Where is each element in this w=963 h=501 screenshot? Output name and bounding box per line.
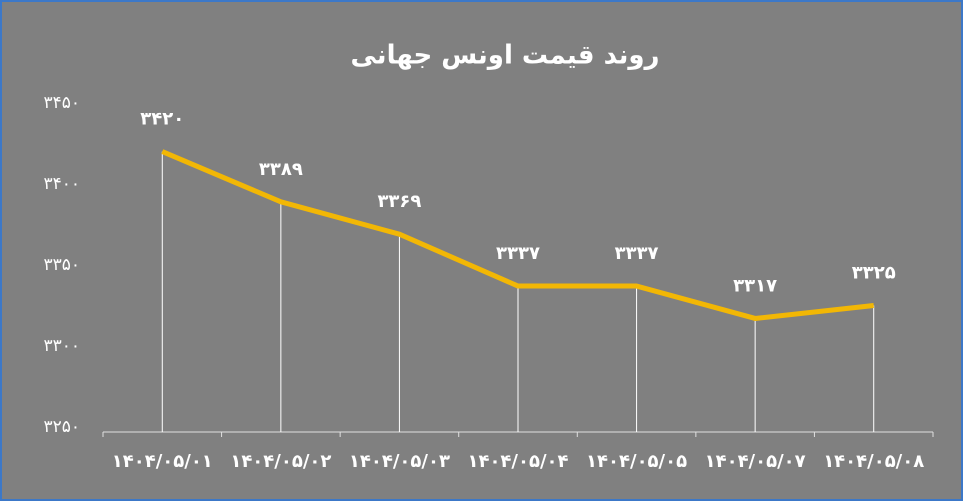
data-label: ۳۳۲۵ [852,263,896,284]
chart-title: روند قیمت اونس جهانی [351,41,660,71]
data-label: ۳۳۱۷ [733,275,777,296]
x-tick-label: ۱۴۰۴/۰۵/۰۷ [705,451,806,472]
data-label: ۳۳۸۹ [259,159,303,180]
y-tick-label: ۳۲۵۰ [43,417,80,437]
line [161,149,874,321]
y-tick-label: ۳۳۵۰ [43,255,80,275]
data-label: ۳۳۳۷ [615,243,659,264]
x-tick-label: ۱۴۰۴/۰۵/۰۲ [230,451,331,472]
x-tick-label: ۱۴۰۴/۰۵/۰۴ [467,451,568,472]
x-tick-label: ۱۴۰۴/۰۵/۰۱ [112,451,213,472]
y-tick-label: ۳۳۰۰ [43,336,80,356]
y-tick-label: ۳۴۰۰ [43,174,80,194]
y-tick-label: ۳۴۵۰ [43,93,80,113]
x-tick-label: ۱۴۰۴/۰۵/۰۸ [823,451,924,472]
data-label: ۳۴۲۰ [140,109,184,130]
data-label: ۳۳۶۹ [377,191,421,212]
data-label: ۳۳۳۷ [496,243,540,264]
x-tick-label: ۱۴۰۴/۰۵/۰۳ [349,451,450,472]
x-tick-label: ۱۴۰۴/۰۵/۰۵ [586,451,687,472]
